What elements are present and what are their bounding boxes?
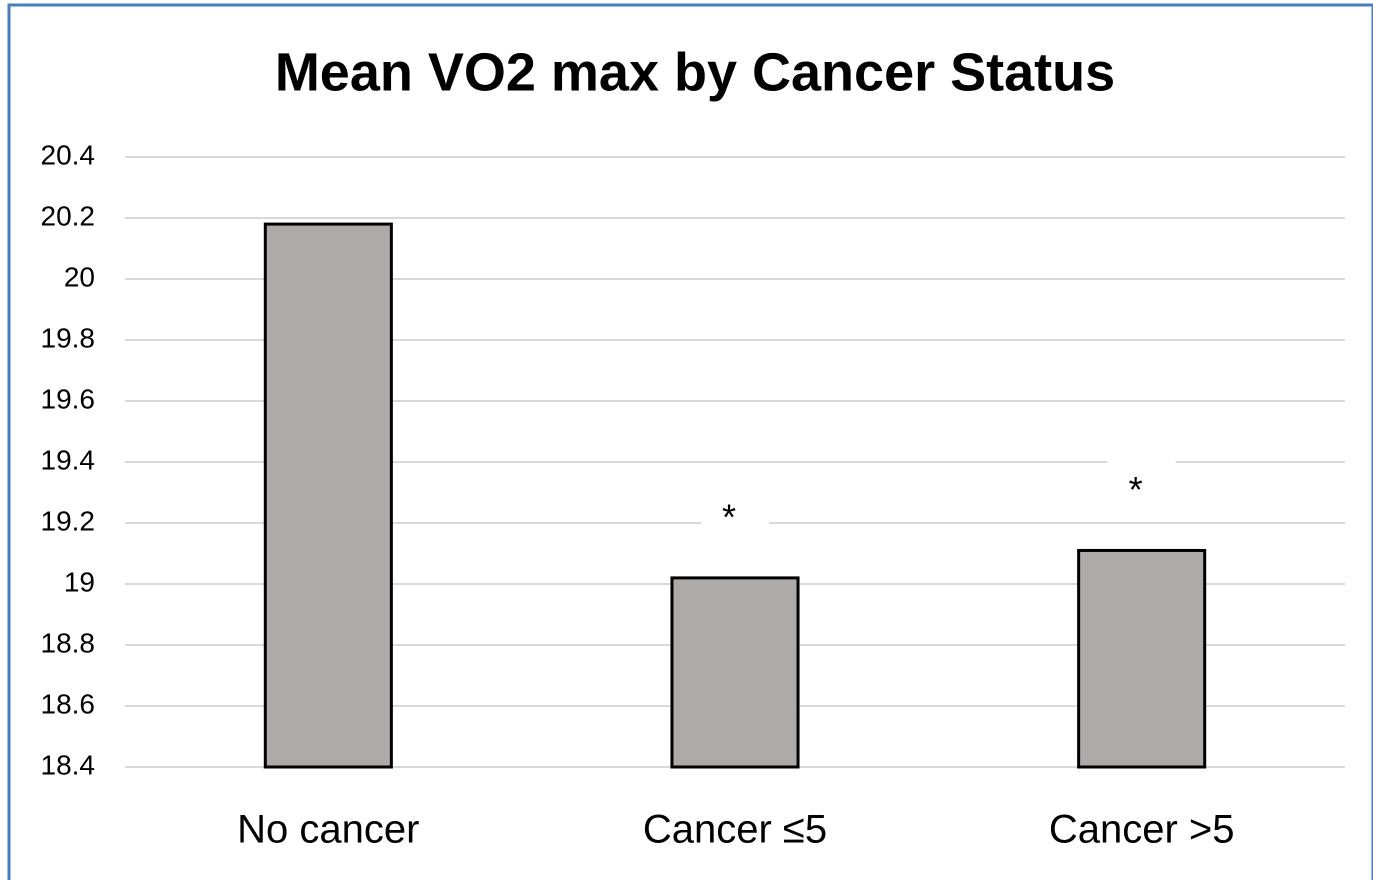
x-tick-label: Cancer ≤5 xyxy=(643,808,827,852)
y-tick-label: 20.4 xyxy=(41,139,96,170)
y-tick-label: 19.4 xyxy=(41,444,96,475)
chart-title: Mean VO2 max by Cancer Status xyxy=(275,42,1115,102)
y-tick-label: 18.4 xyxy=(41,749,96,780)
bar xyxy=(1077,548,1207,769)
annotation-background xyxy=(1107,456,1176,517)
y-tick-label: 19.6 xyxy=(41,383,96,414)
y-tick-label: 20 xyxy=(64,261,95,292)
x-tick-label: Cancer >5 xyxy=(1049,808,1235,852)
annotation: * xyxy=(1129,469,1143,510)
y-tick-label: 19.8 xyxy=(41,322,96,353)
y-tick-label: 18.6 xyxy=(41,688,96,719)
annotation-background xyxy=(701,483,769,544)
y-tick-label: 18.8 xyxy=(41,627,96,658)
y-tick-label: 20.2 xyxy=(41,200,96,231)
bar xyxy=(670,576,800,769)
bar xyxy=(263,222,393,769)
x-tick-label: No cancer xyxy=(237,808,419,852)
annotation: * xyxy=(722,496,736,537)
y-tick-label: 19.2 xyxy=(41,505,96,536)
y-tick-label: 19 xyxy=(64,566,95,597)
